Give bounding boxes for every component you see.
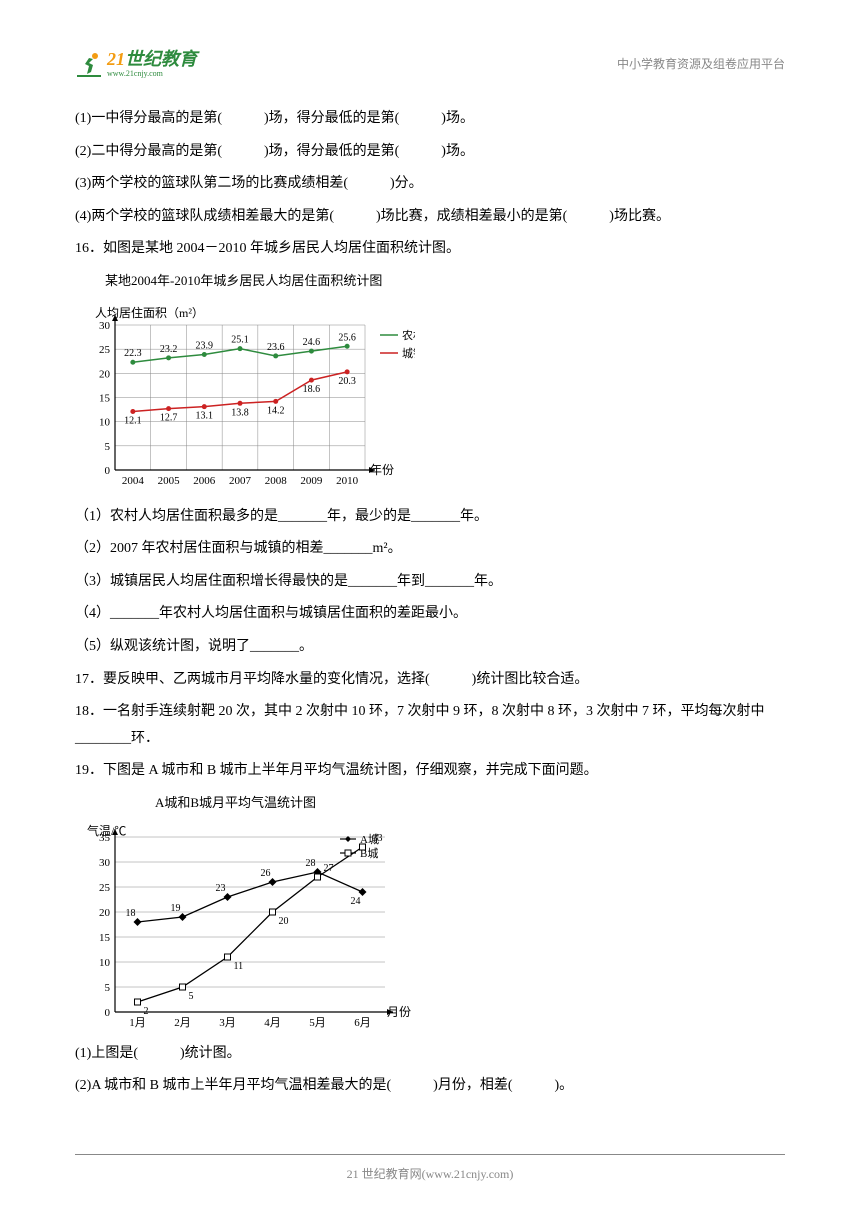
chart2-title: A城和B城月平均气温统计图	[155, 791, 785, 816]
svg-text:2004: 2004	[122, 475, 145, 487]
question-19-1: (1)上图是( )统计图。	[75, 1041, 785, 1068]
svg-text:10: 10	[99, 957, 111, 969]
svg-text:10: 10	[99, 416, 111, 428]
svg-text:20: 20	[279, 916, 289, 927]
svg-text:25: 25	[99, 882, 111, 894]
footer-text: 21 世纪教育网(www.21cnjy.com)	[347, 1167, 514, 1181]
logo: 21世纪教育 www.21cnjy.com	[75, 50, 197, 78]
svg-text:5: 5	[105, 982, 111, 994]
question-19-2: (2)A 城市和 B 城市上半年月平均气温相差最大的是( )月份，相差( )。	[75, 1073, 785, 1100]
question-16-4: （4）_______年农村人均居住面积与城镇居住面积的差距最小。	[75, 601, 785, 628]
svg-text:25: 25	[99, 344, 111, 356]
svg-text:20.3: 20.3	[338, 376, 356, 387]
svg-text:1月: 1月	[129, 1017, 146, 1029]
svg-text:5: 5	[189, 991, 194, 1002]
svg-text:14.2: 14.2	[267, 405, 285, 416]
chart1-housing: 人均居住面积（m²）年份0510152025302004200520062007…	[75, 300, 415, 500]
logo-url: www.21cnjy.com	[107, 70, 197, 78]
question-16-3: （3）城镇居民人均居住面积增长得最快的是_______年到_______年。	[75, 569, 785, 596]
svg-text:24: 24	[351, 896, 361, 907]
svg-text:3月: 3月	[219, 1017, 236, 1029]
svg-text:20: 20	[99, 368, 111, 380]
question-16-intro: 16．如图是某地 2004－2010 年城乡居民人均居住面积统计图。	[75, 236, 785, 263]
question-16-2: （2）2007 年农村居住面积与城镇的相差_______m²。	[75, 536, 785, 563]
svg-text:2010: 2010	[336, 475, 359, 487]
svg-text:6月: 6月	[354, 1017, 371, 1029]
svg-text:2009: 2009	[300, 475, 323, 487]
svg-text:4月: 4月	[264, 1017, 281, 1029]
logo-runner-icon	[75, 50, 103, 78]
svg-text:11: 11	[234, 961, 244, 972]
svg-text:30: 30	[99, 320, 111, 332]
svg-text:25.1: 25.1	[231, 334, 249, 345]
svg-text:22.3: 22.3	[124, 348, 142, 359]
svg-text:27: 27	[324, 863, 334, 874]
svg-text:24.6: 24.6	[303, 337, 321, 348]
svg-text:23: 23	[216, 883, 226, 894]
question-3: (3)两个学校的篮球队第二场的比赛成绩相差( )分。	[75, 171, 785, 198]
footer: 21 世纪教育网(www.21cnjy.com)	[0, 1154, 860, 1186]
svg-text:B城: B城	[360, 847, 378, 860]
question-18: 18．一名射手连续射靶 20 次，其中 2 次射中 10 环，7 次射中 9 环…	[75, 699, 785, 752]
question-16-5: （5）纵观该统计图，说明了_______。	[75, 634, 785, 661]
svg-text:35: 35	[99, 832, 111, 844]
svg-text:18.6: 18.6	[303, 384, 321, 395]
content: (1)一中得分最高的是第( )场，得分最低的是第( )场。 (2)二中得分最高的…	[75, 106, 785, 1100]
logo-text: 21世纪教育	[107, 50, 197, 68]
svg-text:26: 26	[261, 868, 271, 879]
svg-text:12.1: 12.1	[124, 415, 142, 426]
chart1-title: 某地2004年-2010年城乡居民人均居住面积统计图	[105, 269, 785, 294]
svg-text:23.6: 23.6	[267, 342, 285, 353]
svg-text:12.7: 12.7	[160, 412, 178, 423]
svg-text:13.8: 13.8	[231, 407, 249, 418]
header-subtitle: 中小学教育资源及组卷应用平台	[617, 53, 785, 76]
svg-text:23.2: 23.2	[160, 344, 178, 355]
question-1: (1)一中得分最高的是第( )场，得分最低的是第( )场。	[75, 106, 785, 133]
svg-text:2008: 2008	[265, 475, 288, 487]
question-16-1: （1）农村人均居住面积最多的是_______年，最少的是_______年。	[75, 504, 785, 531]
question-19-intro: 19．下图是 A 城市和 B 城市上半年月平均气温统计图，仔细观察，并完成下面问…	[75, 758, 785, 785]
svg-text:城镇: 城镇	[402, 346, 415, 360]
svg-text:19: 19	[171, 903, 181, 914]
svg-text:A城: A城	[360, 833, 379, 846]
chart2-temperature: 气温/℃月份051015202530351月2月3月4月5月6月18192326…	[75, 822, 415, 1037]
svg-text:0: 0	[105, 465, 111, 477]
svg-text:20: 20	[99, 907, 111, 919]
svg-text:2007: 2007	[229, 475, 252, 487]
svg-text:2: 2	[144, 1006, 149, 1017]
svg-text:25.6: 25.6	[338, 332, 356, 343]
svg-text:28: 28	[306, 858, 316, 869]
svg-text:0: 0	[105, 1007, 111, 1019]
svg-text:15: 15	[99, 932, 111, 944]
svg-text:13.1: 13.1	[196, 410, 214, 421]
svg-text:18: 18	[126, 908, 136, 919]
svg-text:30: 30	[99, 857, 111, 869]
svg-text:人均居住面积（m²）: 人均居住面积（m²）	[95, 306, 204, 320]
svg-text:2006: 2006	[193, 475, 216, 487]
svg-text:2005: 2005	[158, 475, 181, 487]
svg-text:15: 15	[99, 392, 111, 404]
svg-text:23.9: 23.9	[196, 340, 214, 351]
svg-text:5: 5	[105, 440, 111, 452]
question-4: (4)两个学校的篮球队成绩相差最大的是第( )场比赛，成绩相差最小的是第( )场…	[75, 204, 785, 231]
question-17: 17．要反映甲、乙两城市月平均降水量的变化情况，选择( )统计图比较合适。	[75, 667, 785, 694]
svg-text:农村: 农村	[402, 328, 415, 342]
question-2: (2)二中得分最高的是第( )场，得分最低的是第( )场。	[75, 139, 785, 166]
svg-text:5月: 5月	[309, 1017, 326, 1029]
svg-text:2月: 2月	[174, 1017, 191, 1029]
header: 21世纪教育 www.21cnjy.com 中小学教育资源及组卷应用平台	[75, 50, 785, 78]
